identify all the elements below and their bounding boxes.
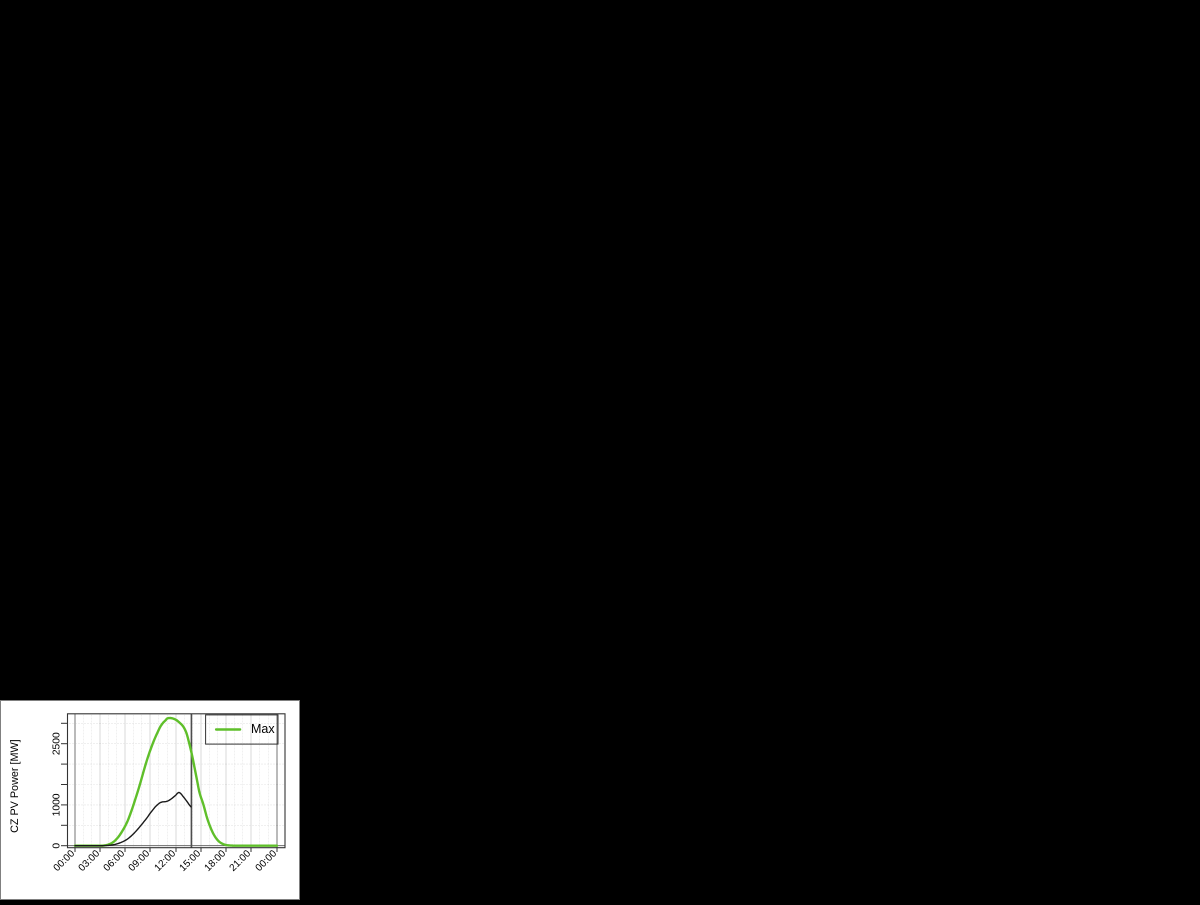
svg-text:CZ PV Power [MW]: CZ PV Power [MW] [9, 739, 21, 833]
svg-text:0: 0 [52, 843, 63, 849]
svg-text:Max: Max [251, 722, 275, 736]
svg-text:2500: 2500 [52, 732, 63, 755]
svg-text:1000: 1000 [52, 793, 63, 816]
